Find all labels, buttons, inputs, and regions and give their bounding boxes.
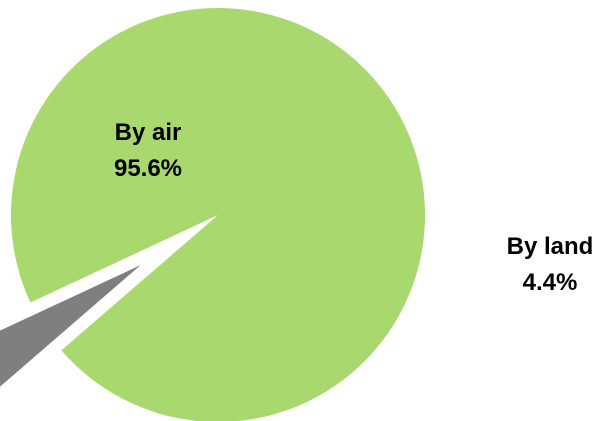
slice-name-label: By land [507, 233, 594, 260]
pie-slice-by-air [11, 8, 425, 421]
slice-value-label: 4.4% [523, 269, 578, 296]
pie-slice-by-land [0, 264, 141, 387]
slice-value-label: 95.6% [114, 155, 182, 182]
pie-slices [0, 8, 425, 421]
pie-labels: By air 95.6% By land 4.4% [114, 119, 593, 296]
slice-name-label: By air [115, 119, 182, 146]
